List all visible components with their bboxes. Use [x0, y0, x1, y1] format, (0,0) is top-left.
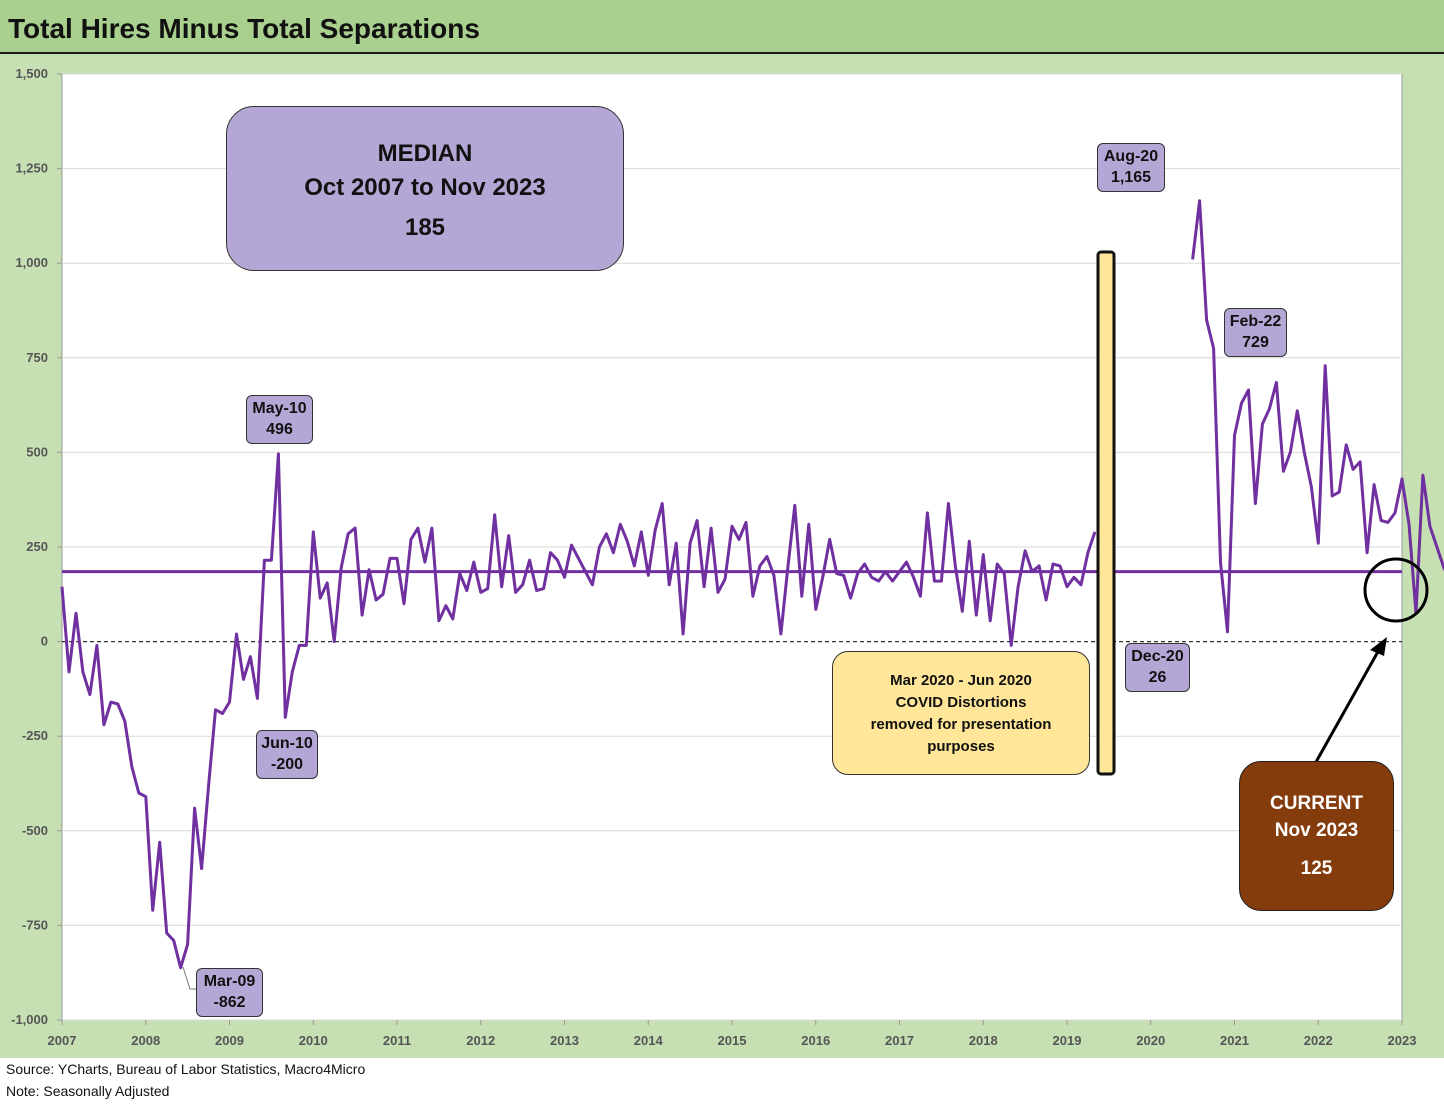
- annotation-jun10-date: Jun-10: [261, 735, 313, 752]
- y-tick-label: 750: [26, 350, 48, 365]
- covid-note-line4: purposes: [927, 738, 995, 755]
- x-tick-label: 2023: [1388, 1033, 1417, 1048]
- source-note: Source: YCharts, Bureau of Labor Statist…: [6, 1061, 366, 1077]
- current-box: CURRENT Nov 2023 125: [1239, 761, 1394, 911]
- annotation-feb22-date: Feb-22: [1229, 313, 1282, 330]
- x-tick-label: 2012: [466, 1033, 495, 1048]
- annotation-mar09: Mar-09 -862: [196, 968, 263, 1017]
- x-tick-label: 2010: [299, 1033, 328, 1048]
- x-tick-label: 2011: [383, 1033, 411, 1048]
- current-highlight-circle: [1363, 557, 1429, 623]
- annotation-may10: May-10 496: [246, 395, 313, 444]
- series-line-2: [1191, 199, 1444, 634]
- y-tick-label: 250: [26, 539, 48, 554]
- mar09-leader-line: [182, 966, 196, 990]
- x-tick-label: 2022: [1304, 1033, 1333, 1048]
- x-tick-label: 2008: [131, 1033, 160, 1048]
- title-bar: Total Hires Minus Total Separations: [0, 0, 1444, 54]
- current-arrow: [1314, 647, 1382, 763]
- annotation-jun10: Jun-10 -200: [256, 730, 318, 779]
- y-tick-label: -500: [22, 823, 48, 838]
- y-tick-label: 1,250: [15, 161, 48, 176]
- median-box-line1: MEDIAN: [377, 140, 473, 167]
- y-tick-label: -250: [22, 728, 48, 743]
- covid-gap-bracket: [1096, 250, 1116, 776]
- y-tick-label: 1,500: [15, 66, 48, 81]
- current-box-value: 125: [1300, 858, 1333, 879]
- covid-note-line1: Mar 2020 - Jun 2020: [890, 672, 1032, 689]
- series-line-1: [60, 452, 1097, 970]
- annotation-aug20-date: Aug-20: [1103, 148, 1159, 165]
- annotation-feb22-value: 729: [1242, 334, 1269, 351]
- annotation-feb22: Feb-22 729: [1224, 308, 1287, 357]
- annotation-mar09-date: Mar-09: [203, 973, 256, 990]
- y-tick-label: 0: [41, 634, 48, 649]
- annotation-may10-value: 496: [266, 421, 293, 438]
- x-tick-label: 2019: [1053, 1033, 1082, 1048]
- covid-note-box: Mar 2020 - Jun 2020 COVID Distortions re…: [832, 651, 1090, 775]
- covid-note-line2: COVID Distortions: [895, 694, 1027, 711]
- x-axis: 2007 2008 2009 2010 2011 2012 2013 2014 2015 2016…: [48, 1020, 1417, 1048]
- x-tick-label: 2007: [48, 1033, 77, 1048]
- x-tick-label: 2015: [718, 1033, 747, 1048]
- current-box-line2: Nov 2023: [1274, 820, 1359, 841]
- median-box-value: 185: [404, 214, 446, 241]
- annotation-dec20-value: 26: [1148, 669, 1167, 686]
- annotation-aug20-value: 1,165: [1110, 169, 1152, 186]
- x-tick-label: 2014: [634, 1033, 664, 1048]
- x-tick-label: 2021: [1220, 1033, 1249, 1048]
- seasonal-note: Note: Seasonally Adjusted: [6, 1083, 170, 1099]
- series-layer: [60, 199, 1444, 970]
- current-arrow-head: [1370, 637, 1387, 656]
- y-tick-label: 1,000: [15, 255, 48, 270]
- x-tick-label: 2017: [885, 1033, 914, 1048]
- y-tick-label: -1,000: [11, 1012, 48, 1027]
- x-tick-label: 2018: [969, 1033, 998, 1048]
- annotation-jun10-value: -200: [270, 756, 304, 773]
- x-tick-label: 2020: [1136, 1033, 1165, 1048]
- current-box-line1: CURRENT: [1270, 793, 1363, 814]
- median-box: MEDIAN Oct 2007 to Nov 2023 185: [226, 106, 624, 271]
- annotation-dec20-date: Dec-20: [1131, 648, 1184, 665]
- x-tick-label: 2013: [550, 1033, 579, 1048]
- x-tick-label: 2016: [801, 1033, 830, 1048]
- chart-title: Total Hires Minus Total Separations: [8, 13, 480, 44]
- covid-note-line3: removed for presentation: [870, 716, 1052, 733]
- median-box-line2: Oct 2007 to Nov 2023: [304, 174, 546, 201]
- annotation-dec20: Dec-20 26: [1125, 643, 1190, 692]
- y-axis: -1,000 -750 -500 -250 0 250 500 750 1,000 1,250 1,…: [11, 66, 62, 1027]
- x-tick-label: 2009: [215, 1033, 244, 1048]
- y-tick-label: 500: [26, 444, 48, 459]
- y-tick-label: -750: [22, 917, 48, 932]
- annotation-may10-date: May-10: [252, 400, 307, 417]
- annotation-mar09-value: -862: [213, 994, 246, 1011]
- annotation-aug20: Aug-20 1,165: [1097, 143, 1165, 192]
